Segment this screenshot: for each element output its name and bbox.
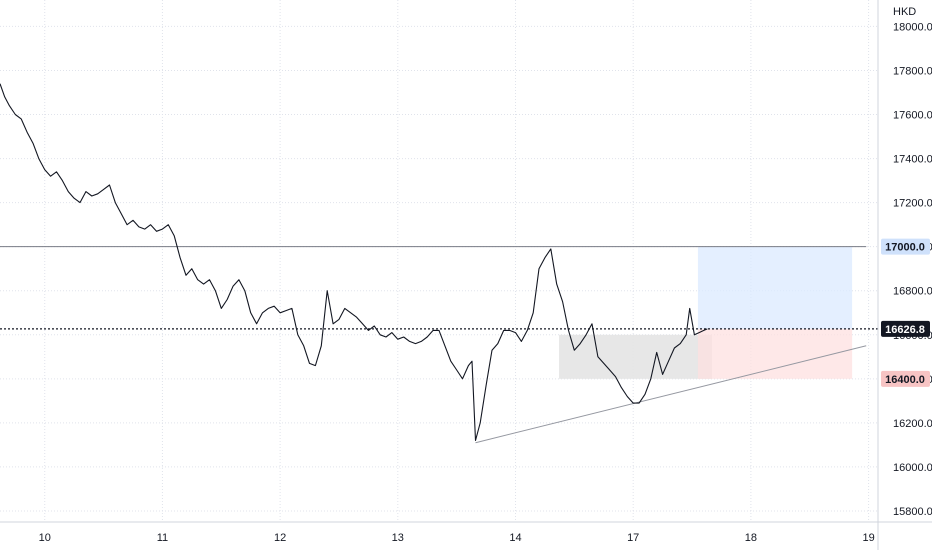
stop-zone[interactable] <box>697 328 853 379</box>
y-tick-label: 17400.0 <box>893 154 932 166</box>
current-price-label-bg <box>881 320 930 337</box>
x-tick-label: 19 <box>862 532 874 544</box>
time-axis[interactable]: 10 11 12 13 14 17 18 19 <box>39 532 875 544</box>
stop-price-label: 16400.0 <box>885 374 925 386</box>
trend-line[interactable] <box>475 345 867 444</box>
consolidation-zone <box>559 334 713 379</box>
x-tick-label: 13 <box>392 532 404 544</box>
stop-price-label-bg <box>881 370 930 387</box>
y-tick-label: 17600.0 <box>893 110 932 122</box>
y-tick-label: 17800.0 <box>893 65 932 77</box>
price-series-line <box>0 83 708 442</box>
y-tick-label: 16800.0 <box>893 286 932 298</box>
x-tick-label: 12 <box>274 532 286 544</box>
y-tick-label: 17200.0 <box>893 198 932 210</box>
price-labels-layer: 17000.0 16400.0 16626.8 <box>881 238 930 387</box>
target-price-label-bg <box>881 238 930 255</box>
y-tick-label: 16200.0 <box>893 418 932 430</box>
y-tick-label: 16000.0 <box>893 462 932 474</box>
y-tick-label: 15800.0 <box>893 506 932 518</box>
target-price-label: 17000.0 <box>885 242 925 254</box>
x-tick-label: 14 <box>509 532 521 544</box>
currency-label: HKD <box>893 6 916 18</box>
grid <box>0 0 878 522</box>
drawing-lines-layer <box>0 246 878 444</box>
x-tick-label: 11 <box>157 532 168 544</box>
shaded-zone-layer <box>559 246 853 379</box>
current-price-label: 16626.8 <box>885 324 925 336</box>
x-tick-label: 10 <box>39 532 51 544</box>
x-tick-label: 17 <box>627 532 639 544</box>
price-series-layer <box>0 83 708 442</box>
target-zone[interactable] <box>697 246 853 329</box>
y-tick-label: 18000.0 <box>893 21 932 33</box>
price-axis[interactable]: 18000.017800.017600.017400.017200.017000… <box>893 21 932 518</box>
x-tick-label: 18 <box>745 532 757 544</box>
